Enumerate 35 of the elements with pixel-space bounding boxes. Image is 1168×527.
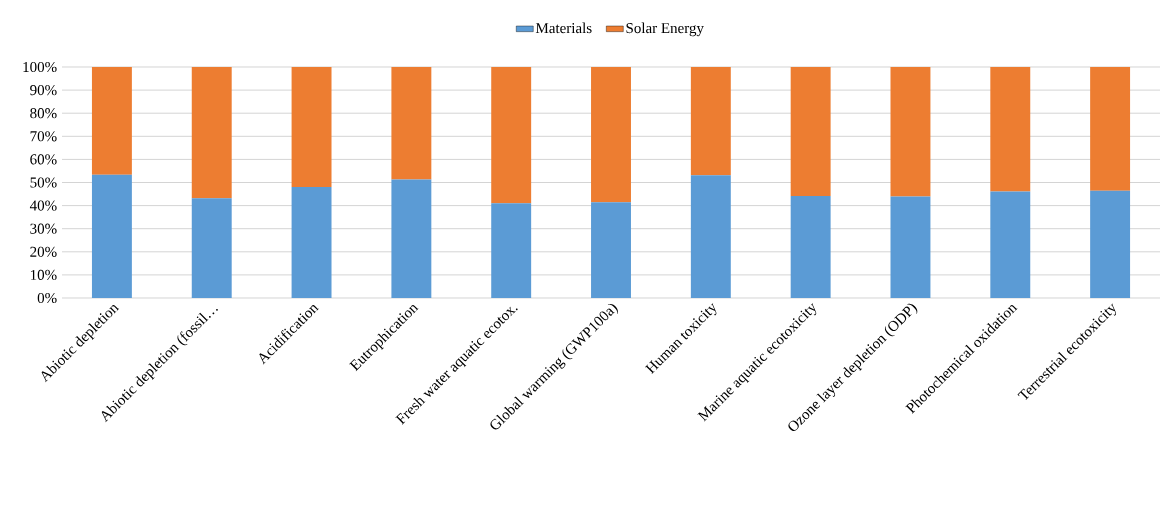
bar xyxy=(391,67,432,180)
bar xyxy=(491,67,532,204)
y-tick-label: 20% xyxy=(30,246,57,257)
bar xyxy=(91,174,132,298)
bar xyxy=(291,187,332,298)
bar xyxy=(890,196,931,298)
y-tick-label: 40% xyxy=(29,200,57,211)
bar xyxy=(191,198,232,298)
legend-label: Solar Energy xyxy=(626,22,704,37)
y-tick-label: 60% xyxy=(30,154,57,165)
y-tick-label: 0% xyxy=(37,292,57,304)
bar xyxy=(491,203,532,298)
bar xyxy=(790,67,831,196)
bar xyxy=(790,195,831,298)
bar xyxy=(1090,190,1131,298)
bar xyxy=(690,175,731,298)
bar xyxy=(191,67,232,199)
bar xyxy=(1090,67,1131,191)
y-tick-label: 10% xyxy=(30,269,57,280)
bar xyxy=(990,191,1031,298)
bar xyxy=(591,67,631,203)
y-tick-label: 90% xyxy=(30,85,57,96)
y-tick-label: 50% xyxy=(30,177,57,188)
bar xyxy=(91,67,132,175)
y-tick-label: 100% xyxy=(23,61,57,73)
bar xyxy=(591,202,631,298)
bar xyxy=(990,67,1031,192)
y-tick-label: 30% xyxy=(30,223,57,234)
legend-label: Materials xyxy=(535,22,592,34)
y-tick-label: 70% xyxy=(30,131,57,142)
bar xyxy=(890,67,931,197)
bar xyxy=(690,67,731,176)
y-tick-label: 80% xyxy=(30,108,57,119)
bar xyxy=(391,179,432,298)
bar xyxy=(291,67,332,188)
